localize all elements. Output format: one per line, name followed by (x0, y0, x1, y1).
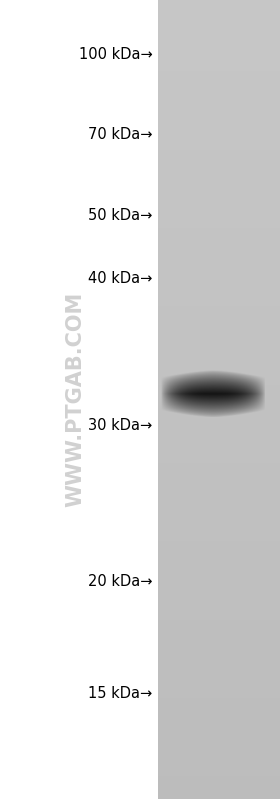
Text: WWW.PTGAB.COM: WWW.PTGAB.COM (66, 292, 86, 507)
Text: 20 kDa→: 20 kDa→ (88, 574, 153, 589)
Text: 100 kDa→: 100 kDa→ (79, 47, 153, 62)
Text: 30 kDa→: 30 kDa→ (88, 419, 153, 433)
Text: 50 kDa→: 50 kDa→ (88, 209, 153, 223)
Text: 70 kDa→: 70 kDa→ (88, 127, 153, 141)
Text: 40 kDa→: 40 kDa→ (88, 271, 153, 285)
Text: 15 kDa→: 15 kDa→ (88, 686, 153, 701)
